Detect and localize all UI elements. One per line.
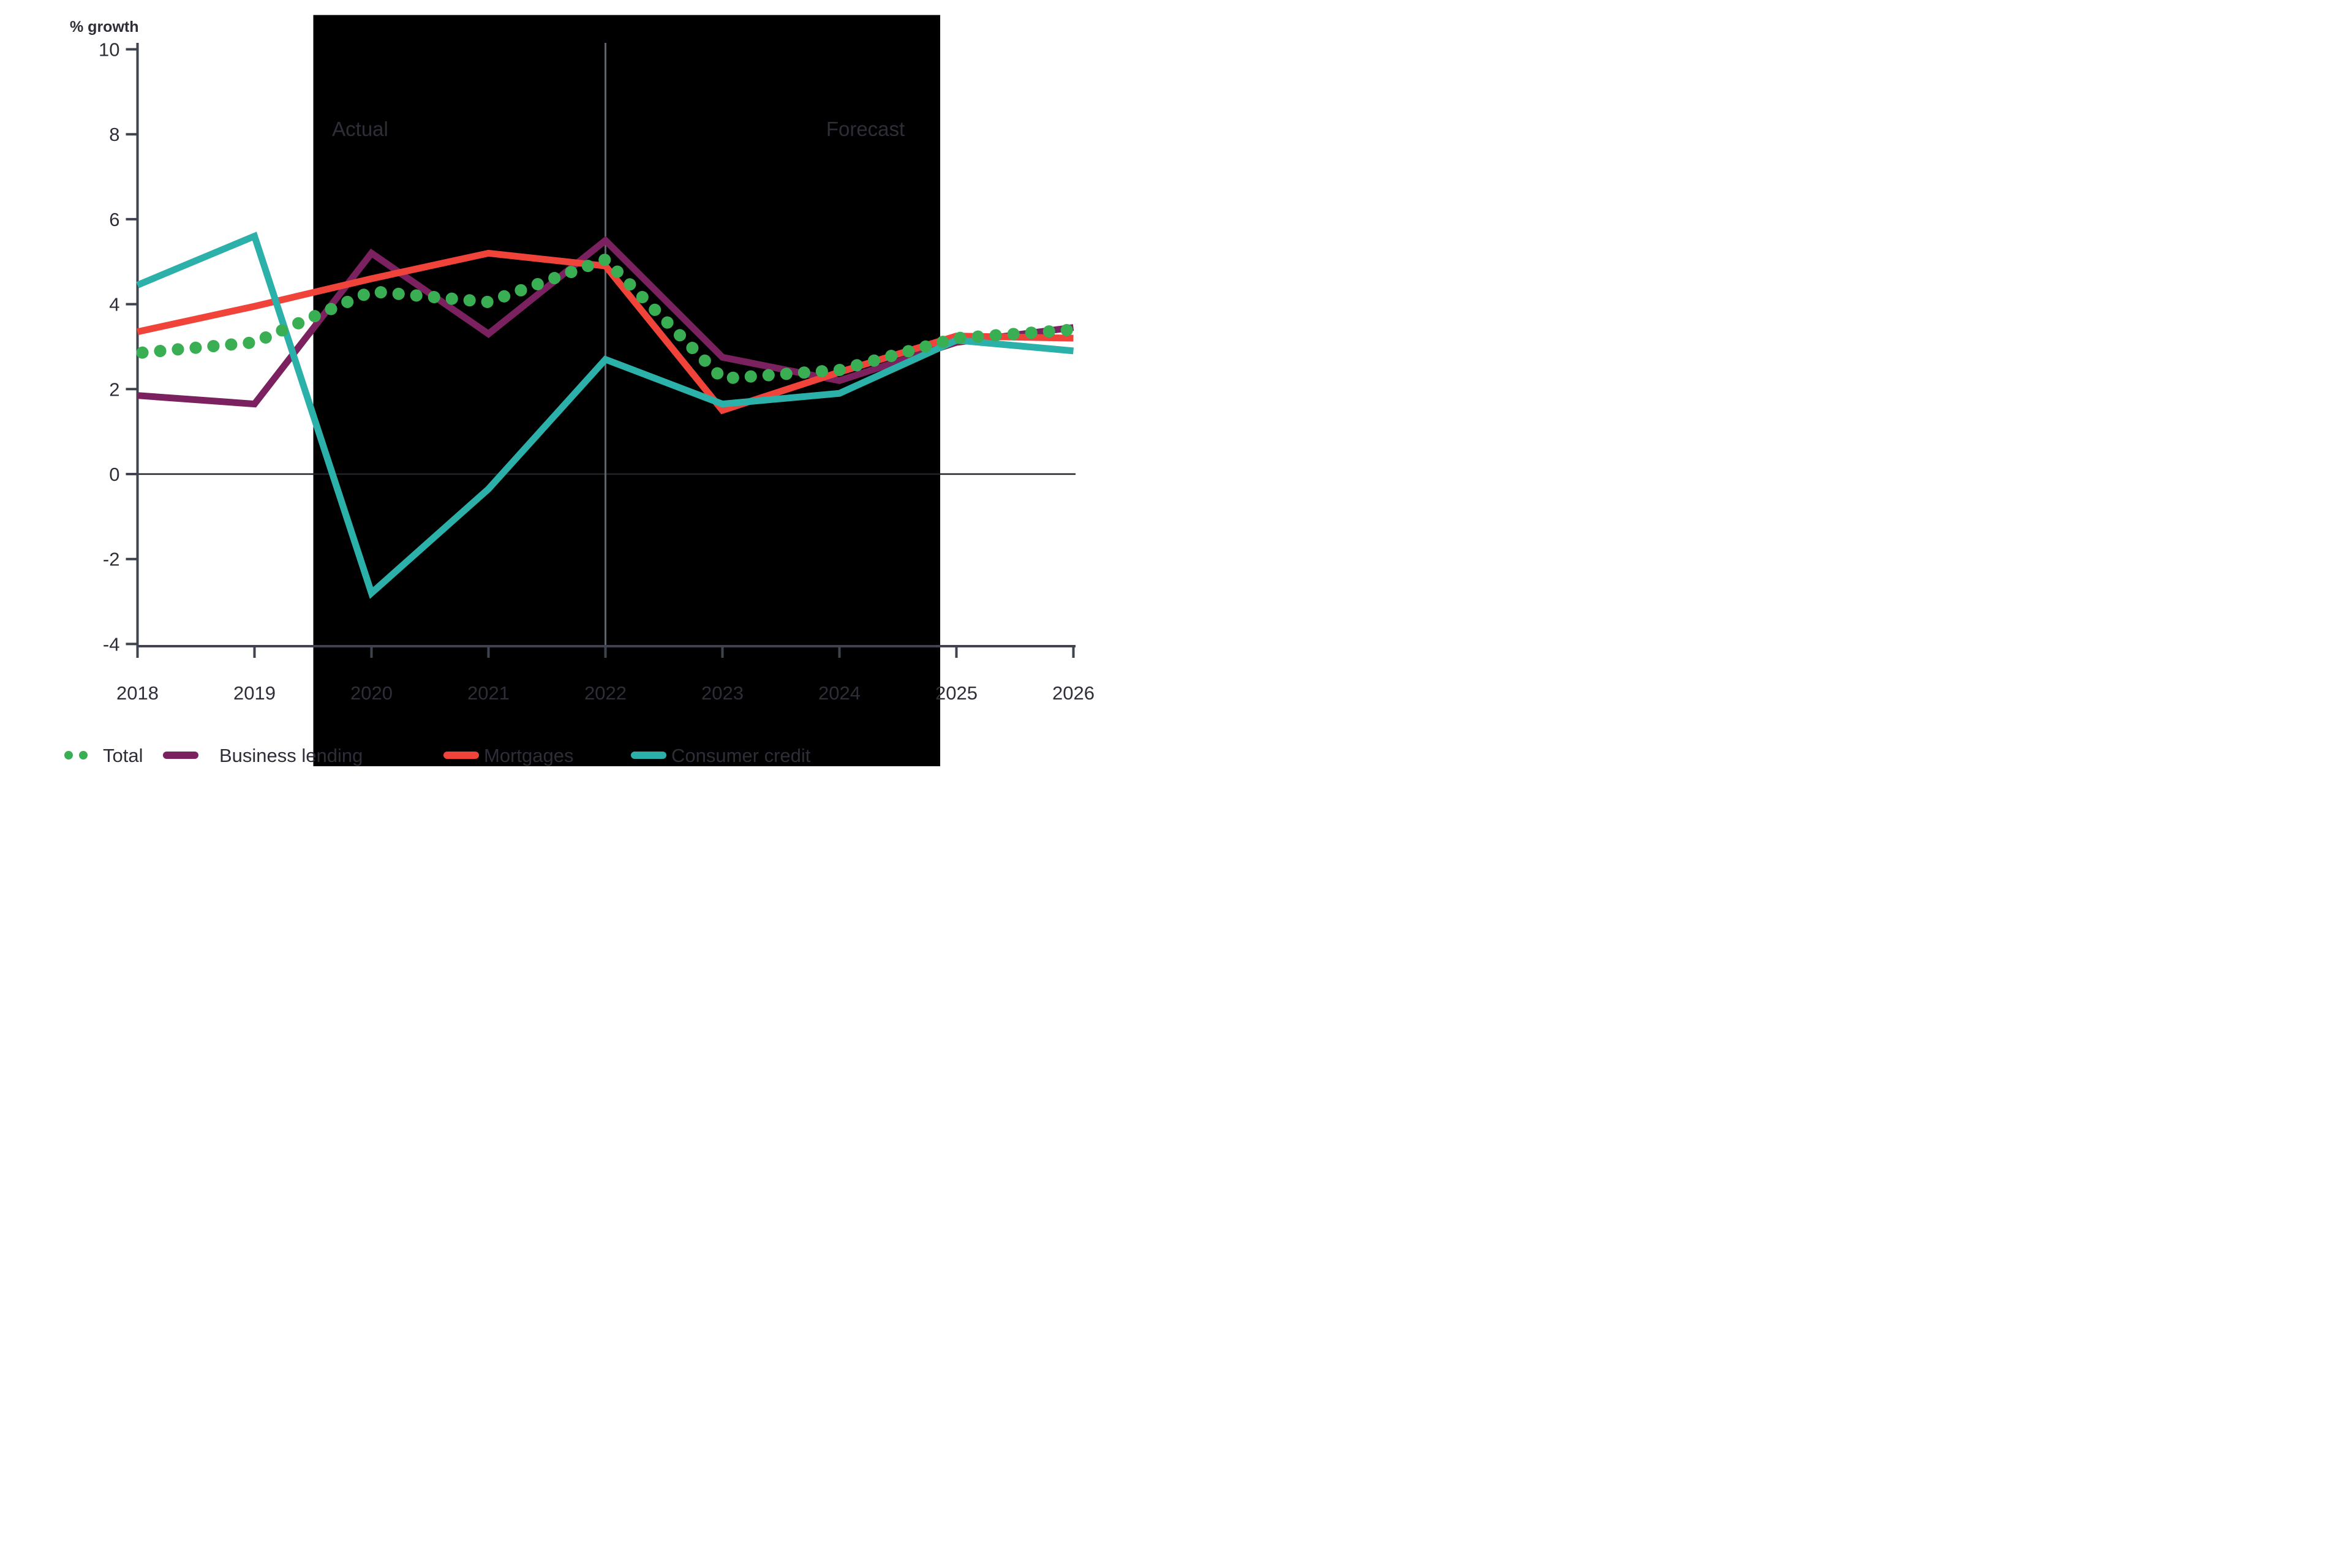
series-line-total <box>131 252 1080 385</box>
x-year-label: 2024 <box>818 682 861 704</box>
legend-marker-total-dot-icon <box>79 751 88 760</box>
x-year-label: 2022 <box>584 682 627 704</box>
y-tick-label: 2 <box>109 379 119 400</box>
lending-growth-line-chart: 10 8 6 4 2 0 -2 -4 2018 2019 2020 2021 2022 2023 2024 2… <box>64 15 1095 766</box>
y-tick-label: 0 <box>109 464 119 485</box>
series-line-mortgages <box>137 249 1074 415</box>
y-tick-label: 8 <box>109 124 119 145</box>
chart-canvas: 10 8 6 4 2 0 -2 -4 2018 2019 2020 2021 2022 2023 2024 2… <box>0 0 1176 784</box>
series-lines <box>131 232 1080 599</box>
y-tick-label: 6 <box>109 209 119 230</box>
x-year-label: 2021 <box>467 682 510 704</box>
x-year-label: 2018 <box>116 682 159 704</box>
x-year-label: 2025 <box>935 682 978 704</box>
x-year-label: 2023 <box>701 682 744 704</box>
y-tick-label: -4 <box>103 633 120 655</box>
legend-label-business-lending: Business lending <box>219 745 363 766</box>
x-year-label: 2020 <box>350 682 393 704</box>
legend-label-total: Total <box>103 745 143 766</box>
legend-marker-total-dot-icon <box>64 751 73 760</box>
legend-marker-mortgages-icon <box>443 752 479 759</box>
axes: 10 8 6 4 2 0 -2 -4 2018 2019 2020 2021 2022 2023 2024 2… <box>99 39 1095 704</box>
legend-marker-business-lending-icon <box>163 752 198 759</box>
y-axis-title: % growth <box>70 18 139 36</box>
x-year-label: 2019 <box>233 682 276 704</box>
legend-label-consumer-credit: Consumer credit <box>671 745 811 766</box>
y-tick-label: 10 <box>99 39 119 61</box>
chart-labels: % growth Actual Forecast <box>70 18 905 140</box>
legend: Total Business lending Mortgages Consume… <box>64 745 811 766</box>
legend-marker-consumer-credit-icon <box>631 752 666 759</box>
x-year-label: 2026 <box>1052 682 1095 704</box>
forecast-region-label: Forecast <box>826 118 905 140</box>
actual-region-label: Actual <box>332 118 388 140</box>
y-tick-label: 4 <box>109 294 119 315</box>
y-tick-label: -2 <box>103 549 120 570</box>
legend-label-mortgages: Mortgages <box>484 745 573 766</box>
series-line-consumer-credit <box>136 232 1074 599</box>
